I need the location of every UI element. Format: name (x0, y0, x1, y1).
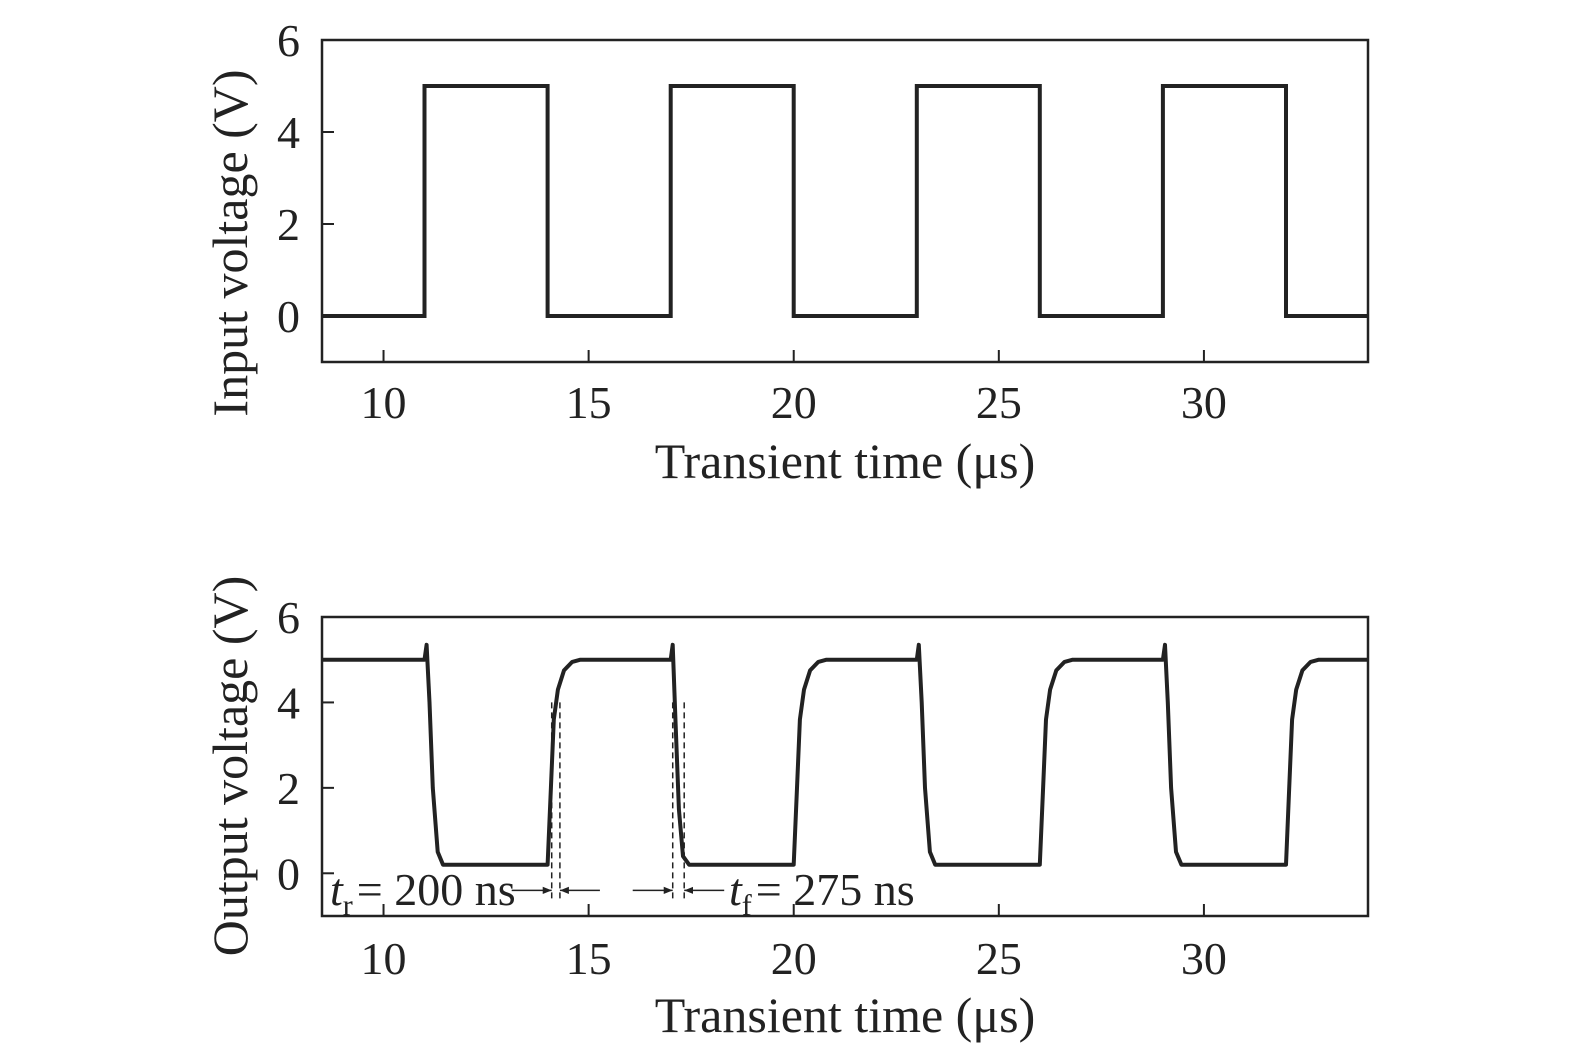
input-voltage-series-line (322, 84, 1368, 318)
y-tick-label: 0 (277, 848, 300, 899)
input-voltage-chart: 10 15 20 25 30 0 2 4 6 Transient time (μs) Inpu… (202, 15, 1370, 489)
x-tick-label: 15 (566, 933, 612, 984)
x-tick-label: 25 (976, 377, 1022, 428)
rise-time-value: = 200 ns (357, 864, 516, 915)
fall-time-symbol: t (729, 864, 743, 915)
x-tick-label: 20 (771, 933, 817, 984)
x-tick-label: 10 (361, 933, 407, 984)
x-axis-ticks: 10 15 20 25 30 (361, 904, 1227, 984)
x-tick-label: 30 (1181, 933, 1227, 984)
x-axis-ticks: 10 15 20 25 30 (361, 350, 1227, 428)
y-tick-label: 4 (277, 677, 300, 728)
rise-time-subscript: r (343, 889, 353, 922)
rise-time-annotation: tr= 200 ns (330, 864, 516, 922)
rise-time-symbol: t (330, 864, 344, 915)
y-tick-label: 2 (277, 199, 300, 250)
y-tick-label: 6 (277, 15, 300, 66)
y-tick-label: 6 (277, 592, 300, 643)
output-voltage-series-line (322, 642, 1368, 867)
x-axis-label: Transient time (μs) (655, 987, 1036, 1043)
y-tick-label: 2 (277, 763, 300, 814)
fall-time-subscript: f (742, 889, 752, 922)
timing-annotations (511, 702, 725, 899)
plot-frame (320, 615, 1370, 918)
y-axis-label: Output voltage (V) (202, 576, 258, 956)
x-tick-label: 20 (771, 377, 817, 428)
x-axis-label: Transient time (μs) (655, 433, 1036, 489)
y-axis-ticks: 0 2 4 6 (277, 15, 334, 342)
fall-time-value: = 275 ns (756, 864, 915, 915)
fall-time-annotation: tf= 275 ns (729, 864, 915, 922)
plot-frame (320, 38, 1370, 364)
x-tick-label: 15 (566, 377, 612, 428)
y-tick-label: 4 (277, 107, 300, 158)
x-tick-label: 30 (1181, 377, 1227, 428)
y-axis-ticks: 0 2 4 6 (277, 592, 334, 899)
x-tick-label: 10 (361, 377, 407, 428)
y-tick-label: 0 (277, 291, 300, 342)
x-tick-label: 25 (976, 933, 1022, 984)
y-axis-label: Input voltage (V) (202, 69, 258, 416)
